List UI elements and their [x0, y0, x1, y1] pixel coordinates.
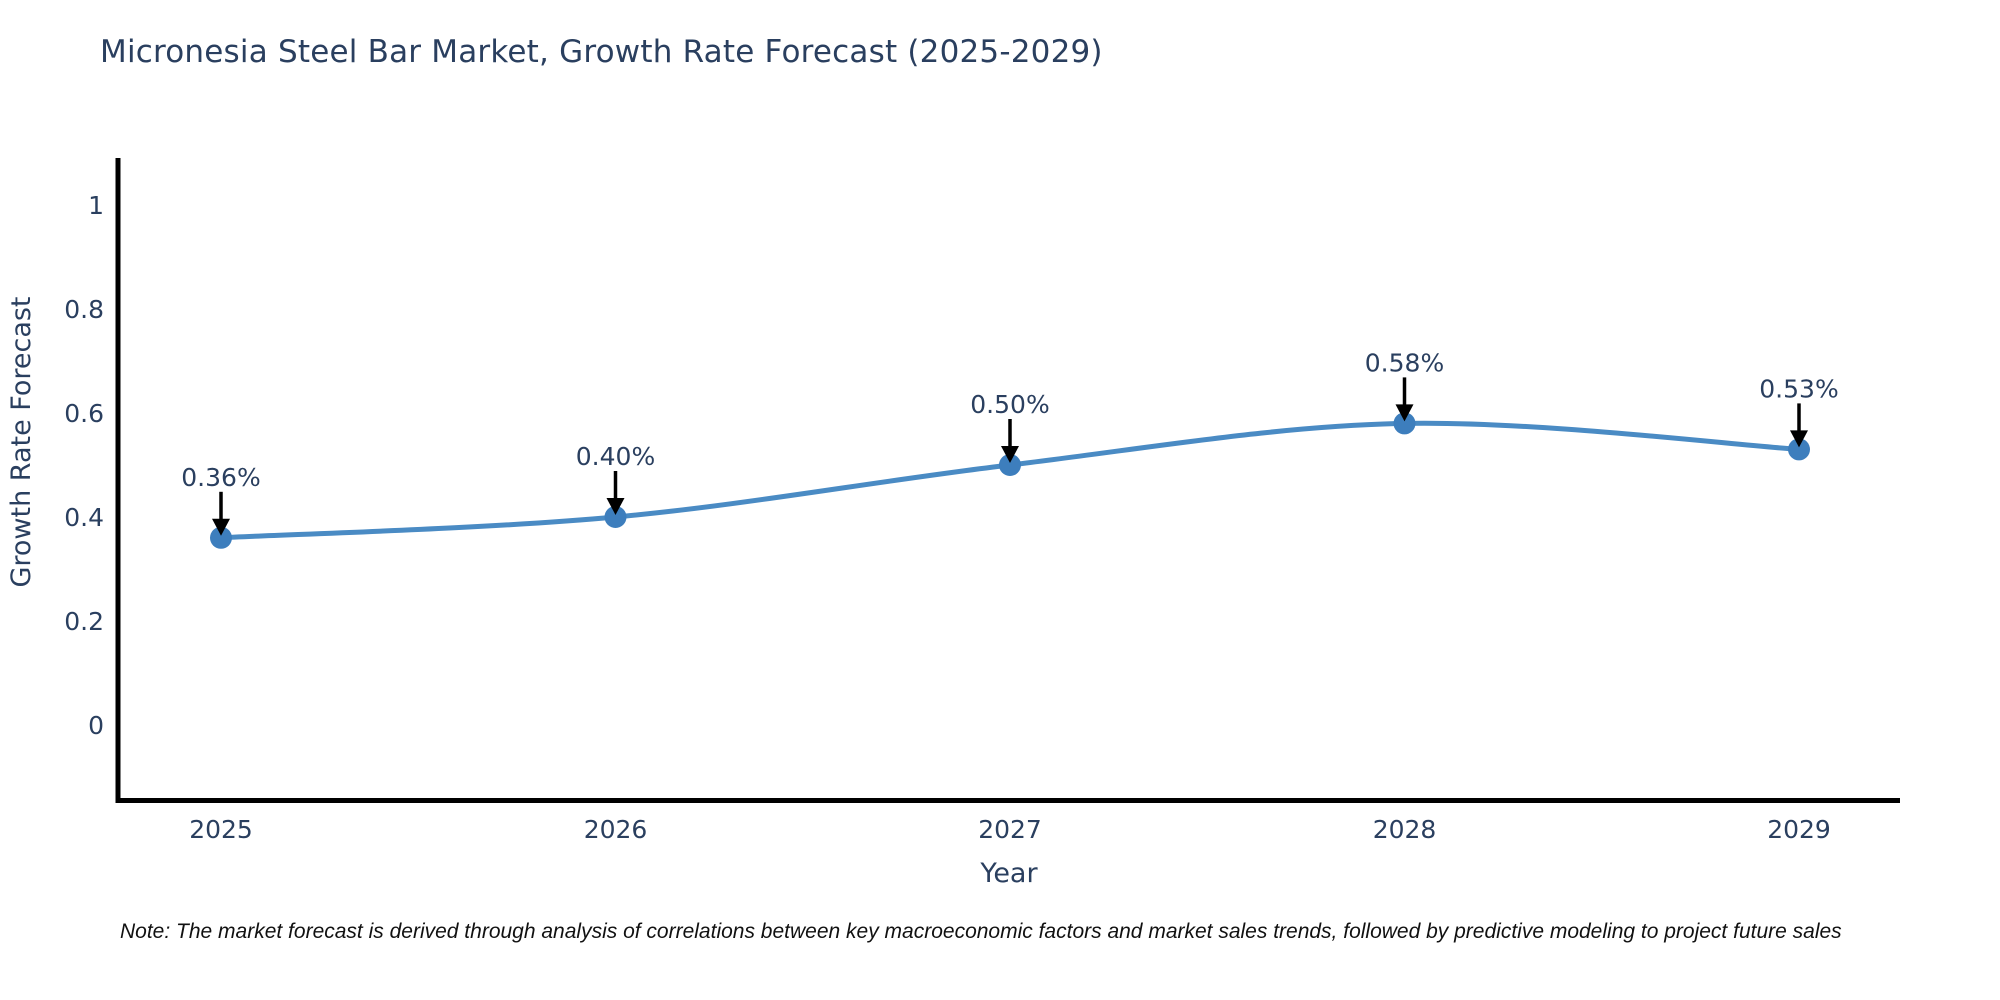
data-point-label: 0.40%: [576, 442, 655, 471]
data-point-marker[interactable]: [210, 526, 232, 549]
y-tick-label: 0.8: [64, 295, 104, 324]
annotation-arrow-head: [212, 518, 230, 536]
x-tick-label: 2028: [1373, 815, 1437, 844]
y-tick-label: 0.6: [64, 399, 104, 428]
y-tick-label: 0.4: [64, 503, 104, 532]
y-tick-label: 1: [88, 191, 104, 220]
data-point-marker[interactable]: [604, 506, 627, 528]
x-tick-label: 2025: [189, 815, 253, 844]
data-point-label: 0.58%: [1365, 348, 1444, 377]
data-point-label: 0.50%: [970, 390, 1049, 419]
chart-footnote: Note: The market forecast is derived thr…: [120, 920, 1842, 943]
data-point-marker[interactable]: [1788, 438, 1810, 461]
data-point-marker[interactable]: [999, 454, 1021, 476]
y-axis-title: Growth Rate Forecast: [6, 296, 37, 587]
x-tick-label: 2026: [584, 815, 648, 844]
annotation-arrow-head: [1001, 446, 1019, 463]
x-tick-label: 2027: [978, 815, 1042, 844]
annotation-arrow-head: [606, 498, 625, 515]
annotation-arrow-head: [1790, 430, 1808, 448]
chart-title: Micronesia Steel Bar Market, Growth Rate…: [100, 34, 1103, 70]
x-axis-title: Year: [979, 858, 1038, 889]
data-point-label: 0.36%: [181, 463, 260, 492]
annotation-arrow-head: [1395, 404, 1414, 422]
y-tick-label: 0: [88, 711, 104, 740]
data-point-label: 0.53%: [1759, 374, 1838, 403]
data-point-marker[interactable]: [1393, 412, 1416, 435]
y-tick-label: 0.2: [64, 607, 104, 636]
x-tick-label: 2029: [1767, 815, 1831, 844]
